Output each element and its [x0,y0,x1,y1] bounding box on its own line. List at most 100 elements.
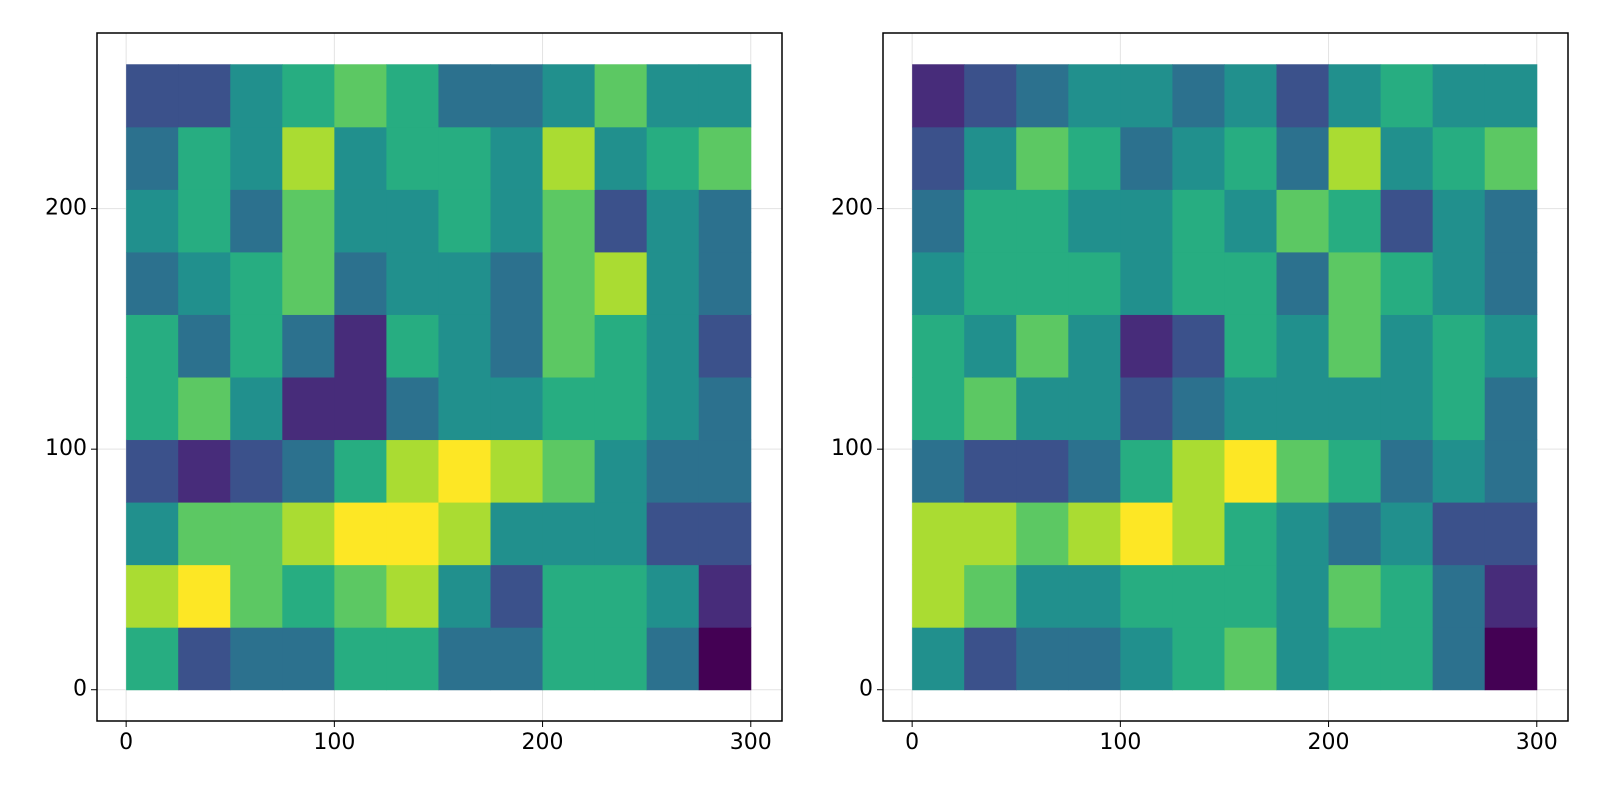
heatmap-cell [1432,314,1486,378]
heatmap-cell [1432,126,1486,190]
heatmap-cell [126,314,179,378]
heatmap-cell [1432,64,1486,128]
heatmap-cell [1276,189,1330,253]
heatmap-cell [1068,251,1121,315]
heatmap-cell [594,126,648,190]
heatmap-cell [1328,439,1382,503]
heatmap-cell [646,126,700,190]
heatmap-cell [1016,377,1069,441]
heatmap-cell [1276,126,1330,190]
heatmap-cell [386,314,439,378]
heatmap-cell [594,377,648,441]
heatmap-cell [490,126,544,190]
heatmap-cell [334,502,387,566]
heatmap-cell [1328,502,1382,566]
heatmap-cell [912,189,965,253]
heatmap-cell [386,627,439,691]
heatmap-cell [1328,377,1382,441]
heatmap-cell [1432,377,1486,441]
heatmap-cell [386,126,439,190]
heatmap-cell [964,627,1017,691]
heatmap-cell [1328,627,1382,691]
heatmap-cell [1432,502,1486,566]
heatmap-cell [178,64,231,128]
heatmap-cell [490,64,544,128]
heatmap-cell [1276,627,1330,691]
heatmap-cell [282,627,335,691]
heatmap-cell [334,64,387,128]
heatmap-cell [1224,502,1278,566]
heatmap-cell [282,502,335,566]
heatmap-cell [646,64,700,128]
heatmap-cell [1380,439,1434,503]
heatmap-cell [282,189,335,253]
heatmap-cell [1380,627,1434,691]
plot: 0 100 200 300 0 100 200 [45,32,783,755]
heatmap-cell [438,439,492,503]
heatmap-cell [912,502,965,566]
x-tick-label: 200 [522,730,564,755]
x-tick-label: 200 [1308,730,1350,755]
heatmap-cell [912,439,965,503]
heatmap-cell [178,627,231,691]
heatmap-cell [1068,377,1121,441]
heatmap-cell [964,64,1017,128]
heatmap-cell [438,64,492,128]
heatmap-cell [542,314,596,378]
heatmap-cell [964,564,1017,628]
heatmap-cell [282,564,335,628]
heatmap-cell [698,502,752,566]
heatmap-cell [594,564,648,628]
heatmap-cell [1276,251,1330,315]
heatmap-cell [438,502,492,566]
heatmap-cell [490,251,544,315]
x-tick-label: 0 [119,730,133,755]
heatmap-cell [912,251,965,315]
heatmap-cell [1068,502,1121,566]
y-tick-label: 200 [831,196,873,221]
heatmap-cell [1484,502,1538,566]
heatmap-cell [912,377,965,441]
heatmap-cell [334,314,387,378]
heatmap-cell [542,502,596,566]
heatmap-cell [1328,126,1382,190]
heatmap-cell [1120,189,1173,253]
heatmap-cell [1380,126,1434,190]
heatmap-cell [490,377,544,441]
heatmap-cell [334,251,387,315]
heatmap-cell [542,126,596,190]
heatmap-cell [1016,126,1069,190]
heatmap-cell [698,126,752,190]
heatmap-cell [1172,64,1225,128]
plot: 0 100 200 300 0 100 200 [831,32,1569,755]
heatmap-cell [1484,627,1538,691]
heatmap-cell [1276,64,1330,128]
heatmap-cell [698,251,752,315]
heatmap-cell [1016,251,1069,315]
heatmap-cell [126,189,179,253]
heatmap-cell [1276,314,1330,378]
heatmap-cell [1120,126,1173,190]
heatmap-cell [964,314,1017,378]
heatmap-cell [1120,251,1173,315]
heatmap-cell [1172,564,1225,628]
x-tick-label: 100 [1099,730,1141,755]
heatmap-cell [1224,189,1278,253]
heatmap-cell [438,564,492,628]
heatmap-cell [698,64,752,128]
heatmap-cell [1380,251,1434,315]
heatmap-cell [1120,502,1173,566]
heatmap-cell [1224,439,1278,503]
heatmap-cell [1172,251,1225,315]
heatmap-cell [698,564,752,628]
heatmap-cell [1120,439,1173,503]
heatmap-cell [334,627,387,691]
heatmap-cell [912,314,965,378]
heatmap-cell [334,189,387,253]
x-tick-label: 0 [905,730,919,755]
heatmap-cell [542,377,596,441]
axes-frame [96,32,783,722]
heatmap-cell [438,126,492,190]
heatmap-cell [1432,627,1486,691]
heatmap-cell [1224,314,1278,378]
